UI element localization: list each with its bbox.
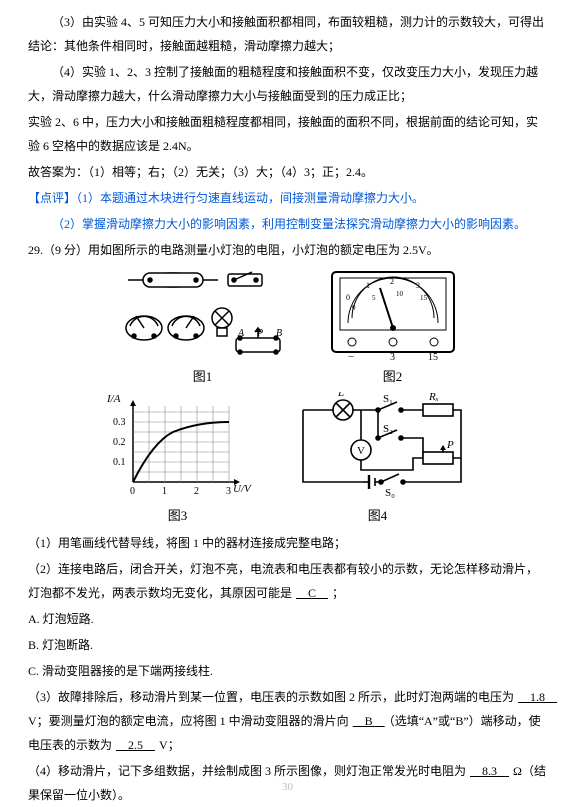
blank-2-5: 2.5 <box>112 738 159 752</box>
fig4-box: L V S₁ S₂ S₀ Rₓ P 图4 <box>283 392 473 529</box>
fig3-svg: I/A U/V 0.3 0.2 0.1 0 1 2 3 <box>103 392 253 502</box>
review-1: 【点评】（1）本题通过木块进行匀速直线运动，间接测量滑动摩擦力大小。 <box>28 186 547 210</box>
fig3-ylabel: I/A <box>106 393 121 405</box>
option-A: A. 灯泡短路. <box>28 607 547 631</box>
fig4-S0: S₀ <box>385 487 395 499</box>
fig4-Rx: Rₓ <box>428 392 439 403</box>
svg-text:3: 3 <box>416 281 420 290</box>
answer-summary: 故答案为：（1）相等；右；（2）无关；（3）大；（4）3；正；2.4。 <box>28 160 547 184</box>
fig4-P: P <box>446 439 454 451</box>
review-2: （2）掌握滑动摩擦力大小的影响因素，利用控制变量法探究滑动摩擦力大小的影响因素。 <box>28 212 547 236</box>
fig4-V: V <box>357 445 365 457</box>
q29-1: （1）用笔画线代替导线，将图 1 中的器材连接成完整电路； <box>28 531 547 555</box>
svg-text:3: 3 <box>390 352 395 363</box>
svg-text:0: 0 <box>130 486 135 497</box>
svg-text:15: 15 <box>428 352 438 363</box>
option-B: B. 灯泡断路. <box>28 633 547 657</box>
fig2-minus: − <box>348 351 354 363</box>
q29-2: （2）连接电路后，闭合开关，灯泡不亮，电流表和电压表都有较小的示数，无论怎样移动… <box>28 557 547 605</box>
fig3-box: I/A U/V 0.3 0.2 0.1 0 1 2 3 图3 <box>103 392 253 529</box>
fig2-box: − 3 15 0 1 2 3 0 5 10 15 图2 <box>328 268 458 390</box>
svg-text:2: 2 <box>194 486 199 497</box>
blank-C: C <box>292 586 332 600</box>
svg-text:10: 10 <box>396 290 404 298</box>
fig4-S2: S₂ <box>383 423 393 435</box>
q29-stem: 29.（9 分）用如图所示的电路测量小灯泡的电阻，小灯泡的额定电压为 2.5V。 <box>28 238 547 262</box>
fig4-svg: L V S₁ S₂ S₀ Rₓ P <box>283 392 473 502</box>
fig1-caption: 图1 <box>118 364 288 390</box>
svg-text:0.2: 0.2 <box>113 437 126 448</box>
svg-text:5: 5 <box>372 294 376 302</box>
svg-text:0: 0 <box>346 293 350 302</box>
svg-text:B: B <box>276 328 282 339</box>
fig2-caption: 图2 <box>328 364 458 390</box>
fig2-svg: − 3 15 0 1 2 3 0 5 10 15 <box>328 268 458 363</box>
svg-text:3: 3 <box>226 486 231 497</box>
svg-text:2: 2 <box>390 277 394 286</box>
page-number: 30 <box>0 776 575 798</box>
svg-text:P: P <box>256 328 263 339</box>
svg-text:1: 1 <box>366 281 370 290</box>
q29-3: （3）故障排除后，移动滑片到某一位置，电压表的示数如图 2 所示，此时灯泡两端的… <box>28 685 547 757</box>
para-exp26: 实验 2、6 中，压力大小和接触面粗糙程度都相同，接触面的面积不同，根据前面的结… <box>28 110 547 158</box>
blank-1-8: 1.8 <box>514 690 561 704</box>
para-3: （3）由实验 4、5 可知压力大小和接触面积都相同，布面较粗糙，测力计的示数较大… <box>28 10 547 58</box>
fig1-svg: A P B <box>118 268 288 363</box>
q29-2-text: （2）连接电路后，闭合开关，灯泡不亮，电流表和电压表都有较小的示数，无论怎样移动… <box>28 562 538 600</box>
svg-text:1: 1 <box>162 486 167 497</box>
svg-text:0.1: 0.1 <box>113 457 126 468</box>
option-C: C. 滑动变阻器接的是下端两接线柱. <box>28 659 547 683</box>
fig4-caption: 图4 <box>283 503 473 529</box>
fig3-xlabel: U/V <box>233 483 252 495</box>
para-4: （4）实验 1、2、3 控制了接触面的粗糙程度和接触面积不变，仅改变压力大小，发… <box>28 60 547 108</box>
svg-text:15: 15 <box>420 294 428 302</box>
figure-row-2: I/A U/V 0.3 0.2 0.1 0 1 2 3 图3 <box>28 392 547 529</box>
blank-B: B <box>349 714 389 728</box>
fig4-L: L <box>337 392 344 399</box>
svg-text:0.3: 0.3 <box>113 417 126 428</box>
fig3-caption: 图3 <box>103 503 253 529</box>
svg-text:0: 0 <box>352 304 356 312</box>
fig4-S1: S₁ <box>383 393 393 405</box>
figure-row-1: A P B 图1 − 3 15 0 1 2 3 0 5 10 15 图2 <box>28 268 547 390</box>
fig1-box: A P B 图1 <box>118 268 288 390</box>
fig1-apb: A <box>237 328 245 339</box>
